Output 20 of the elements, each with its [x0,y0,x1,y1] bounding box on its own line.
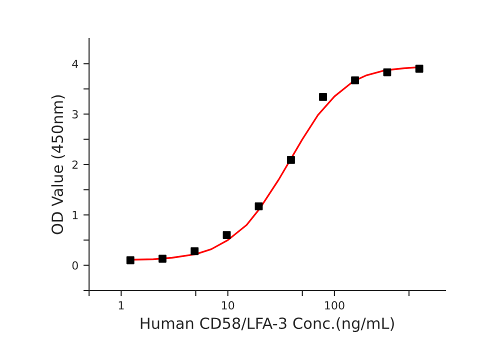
x-tick-label: 10 [222,301,234,310]
point [383,68,392,76]
point [222,231,231,240]
y-tick-label: 4 [72,60,78,68]
y-tick-label: 3 [72,110,78,118]
x-tick-label: 100 [325,301,344,310]
point [126,256,134,264]
point [319,93,327,101]
y-tick-label: 1 [72,211,78,220]
point [415,64,424,73]
point [158,254,166,263]
x-axis-title: Human CD58/LFA-3 Conc.(ng/mL) [140,317,394,332]
point [190,247,199,256]
point [254,202,263,210]
y-tick-label: 2 [72,160,78,169]
y-tick-label: 0 [72,261,78,270]
point [351,76,359,84]
point [287,156,295,164]
y-axis-title: OD Value (450nm) [51,95,65,234]
x-tick-label: 1 [118,301,124,310]
